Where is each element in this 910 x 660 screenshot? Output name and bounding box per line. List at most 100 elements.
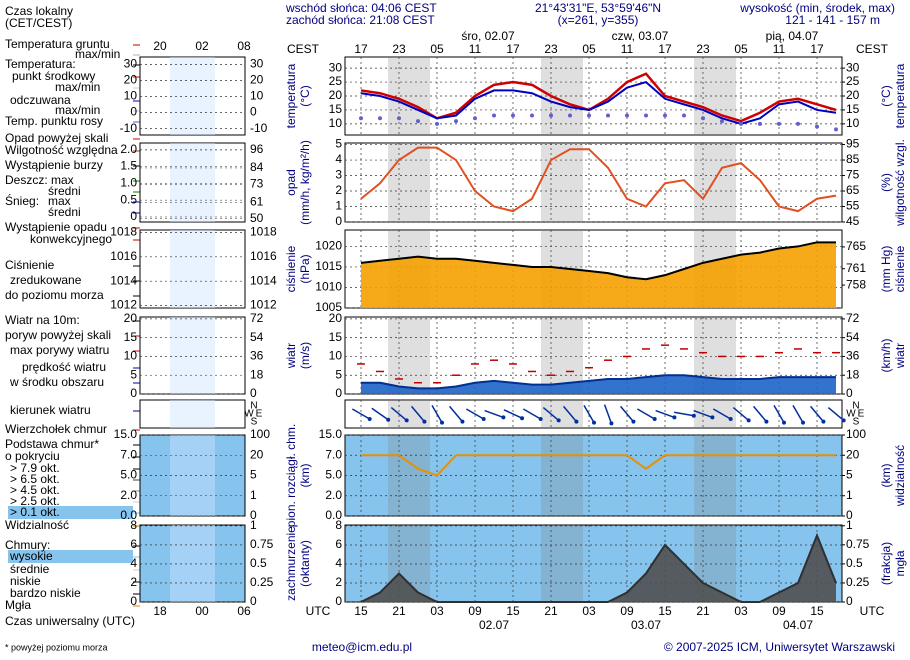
y-tick-label: 20 (329, 88, 343, 102)
mini-tick-label: 0.25 (250, 575, 274, 589)
wind-arrow (522, 408, 542, 420)
legend-label: Wilgotność względna (5, 143, 118, 157)
y2-tick-label: 100 (846, 427, 866, 441)
legend-label: punkt środkowy (12, 69, 95, 83)
mini-tick-label: 2.0 (120, 142, 137, 156)
y-tick-label: 0 (335, 386, 342, 400)
y-tick-label: 15 (329, 102, 343, 116)
mini-tick-label: 10 (250, 89, 264, 103)
compass: S (853, 417, 860, 428)
mini-tick-label: 0 (250, 508, 257, 522)
wind-arrow (371, 407, 389, 421)
panel-bg (344, 142, 843, 223)
mini-tick-label: 61 (250, 194, 264, 208)
legend-label: bardzo niskie (10, 586, 81, 600)
mini-tick-label: 6 (130, 537, 137, 551)
y2-tick-label: 0 (846, 594, 853, 608)
series-area (361, 242, 836, 308)
y-tick-label: 4 (335, 152, 342, 166)
mini-day-band (170, 400, 215, 428)
series-dot (682, 113, 686, 118)
wind-arrow (636, 408, 656, 420)
mini-tick-label: 0 (130, 209, 137, 223)
axis-title: zachmurzenie (284, 526, 298, 601)
top-hour: 17 (354, 42, 368, 56)
mini-bottom-hour: 06 (237, 604, 251, 618)
series-dot (454, 119, 458, 124)
grid-point: (x=261, y=355) (558, 13, 639, 27)
wind-arrow (431, 404, 443, 424)
mini-tick-label: 4 (130, 556, 137, 570)
wind-arrow (410, 405, 426, 423)
series-dot (777, 121, 781, 126)
bottom-hour: 09 (772, 604, 786, 618)
compass: E (256, 409, 263, 420)
top-hour: 17 (658, 42, 672, 56)
wind-arrow-head (367, 417, 372, 421)
top-hour: 23 (544, 42, 558, 56)
bottom-hour: 21 (392, 604, 406, 618)
mini-day-band (170, 230, 215, 308)
wind-arrow-head (841, 418, 846, 423)
legend-label: średnie (10, 562, 50, 576)
series-dot (435, 121, 439, 126)
y2-tick-label: 0.25 (846, 575, 870, 589)
y-tick-label: 15 (329, 330, 343, 344)
day-label: czw, 03.07 (612, 29, 669, 43)
y2-tick-label: 45 (846, 214, 860, 228)
wind-arrow (773, 404, 785, 424)
wind-arrow (693, 409, 713, 419)
series-dot (359, 116, 363, 121)
day-label: pią, 04.07 (766, 29, 819, 43)
legend-label: poryw powyżej skali (5, 328, 111, 342)
mini-tick-label: 1.0 (120, 176, 137, 190)
series-dot (568, 113, 572, 118)
y-tick-label: 5 (335, 137, 342, 151)
axis-title-right: wilgotność wzgl. (893, 139, 907, 227)
y2-tick-label: 765 (846, 239, 866, 253)
mini-tick-label: 5 (250, 468, 257, 482)
mini-tick-label: 15 (124, 330, 138, 344)
email: meteo@icm.edu.pl (312, 640, 412, 654)
mini-tick-label: 0.5 (120, 192, 137, 206)
copyright: © 2007-2025 ICM, Uniwersytet Warszawski (664, 640, 895, 654)
y-tick-label: 4 (335, 556, 342, 570)
mini-tick-label: 30 (124, 57, 138, 71)
mini-panel-bg (139, 434, 246, 517)
y-tick-label: 1005 (315, 300, 342, 314)
bottom-hour: 09 (468, 604, 482, 618)
series-area (361, 375, 836, 394)
y-tick-label: 6 (335, 537, 342, 551)
wind-arrow (792, 404, 804, 424)
bottom-hour: 15 (506, 604, 520, 618)
mini-tick-label: 30 (250, 57, 264, 71)
mini-bottom-hour: 00 (195, 604, 209, 618)
axis-title: opad (284, 169, 298, 196)
mini-day-band (170, 57, 215, 135)
mini-tick-label: 0 (250, 386, 257, 400)
mini-tick-label: -10 (120, 121, 138, 135)
mini-tick-label: 15.0 (114, 427, 138, 441)
mini-tick-label: 10 (124, 89, 138, 103)
bottom-hour: 03 (734, 604, 748, 618)
wind-arrow-head (538, 417, 543, 421)
legend-swatch (8, 506, 133, 519)
legend-label: Wystąpienie burzy (5, 158, 103, 172)
y2-tick-label: 65 (846, 183, 860, 197)
axis-title-right: (mm Hg) (879, 246, 893, 293)
mini-tick-label: 1016 (110, 249, 137, 263)
y-tick-label: 1015 (315, 259, 342, 273)
wind-arrow-head (481, 417, 486, 421)
mini-top-hour: 20 (153, 39, 167, 53)
mini-tick-label: 20 (250, 447, 264, 461)
y-tick-label: 2 (335, 183, 342, 197)
series-dot (834, 127, 838, 132)
bottom-hour: 09 (620, 604, 634, 618)
mini-tick-label: 1014 (250, 273, 277, 287)
mini-tick-label: 0 (130, 594, 137, 608)
wind-arrow (583, 404, 595, 424)
bottom-hour: 15 (354, 604, 368, 618)
mini-tick-label: 84 (250, 160, 264, 174)
legend-label: Widzialność (5, 518, 69, 532)
wind-arrow-head (556, 418, 561, 423)
